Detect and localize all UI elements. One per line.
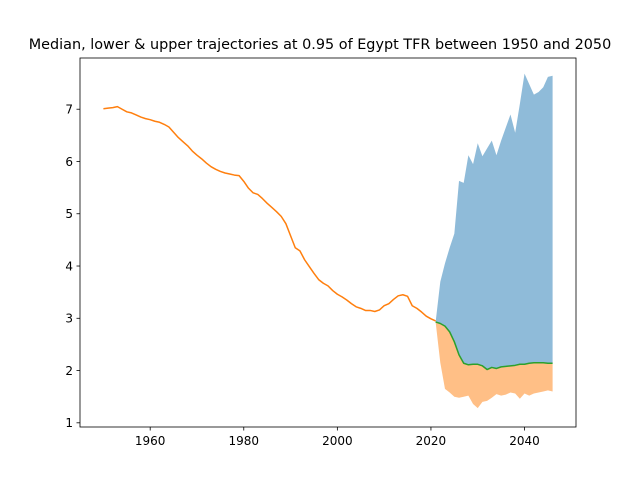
y-tick-label: 7	[65, 103, 73, 117]
y-tick-label: 5	[65, 207, 73, 221]
x-tick-label: 2040	[509, 434, 540, 448]
y-axis: 1 2 3 4 5 6 7	[65, 103, 80, 430]
axes-frame	[79, 57, 577, 428]
x-tick-label: 2000	[322, 434, 353, 448]
y-tick-label: 6	[65, 155, 73, 169]
historical-tfr-line	[103, 105, 436, 322]
chart-title: Median, lower & upper trajectories at 0.…	[29, 37, 611, 53]
x-tick-label: 1980	[229, 434, 260, 448]
x-axis: 1960 1980 2000 2020 2040	[135, 427, 540, 448]
lower-interval-area	[435, 321, 553, 409]
median-trajectory-line	[435, 321, 553, 371]
y-tick-label: 1	[65, 416, 73, 430]
y-tick-label: 3	[65, 312, 73, 326]
upper-interval-area	[435, 73, 553, 370]
y-tick-label: 2	[65, 364, 73, 378]
y-tick-label: 4	[65, 259, 73, 273]
x-tick-label: 2020	[416, 434, 447, 448]
plot-layer	[103, 73, 553, 409]
x-tick-label: 1960	[135, 434, 166, 448]
